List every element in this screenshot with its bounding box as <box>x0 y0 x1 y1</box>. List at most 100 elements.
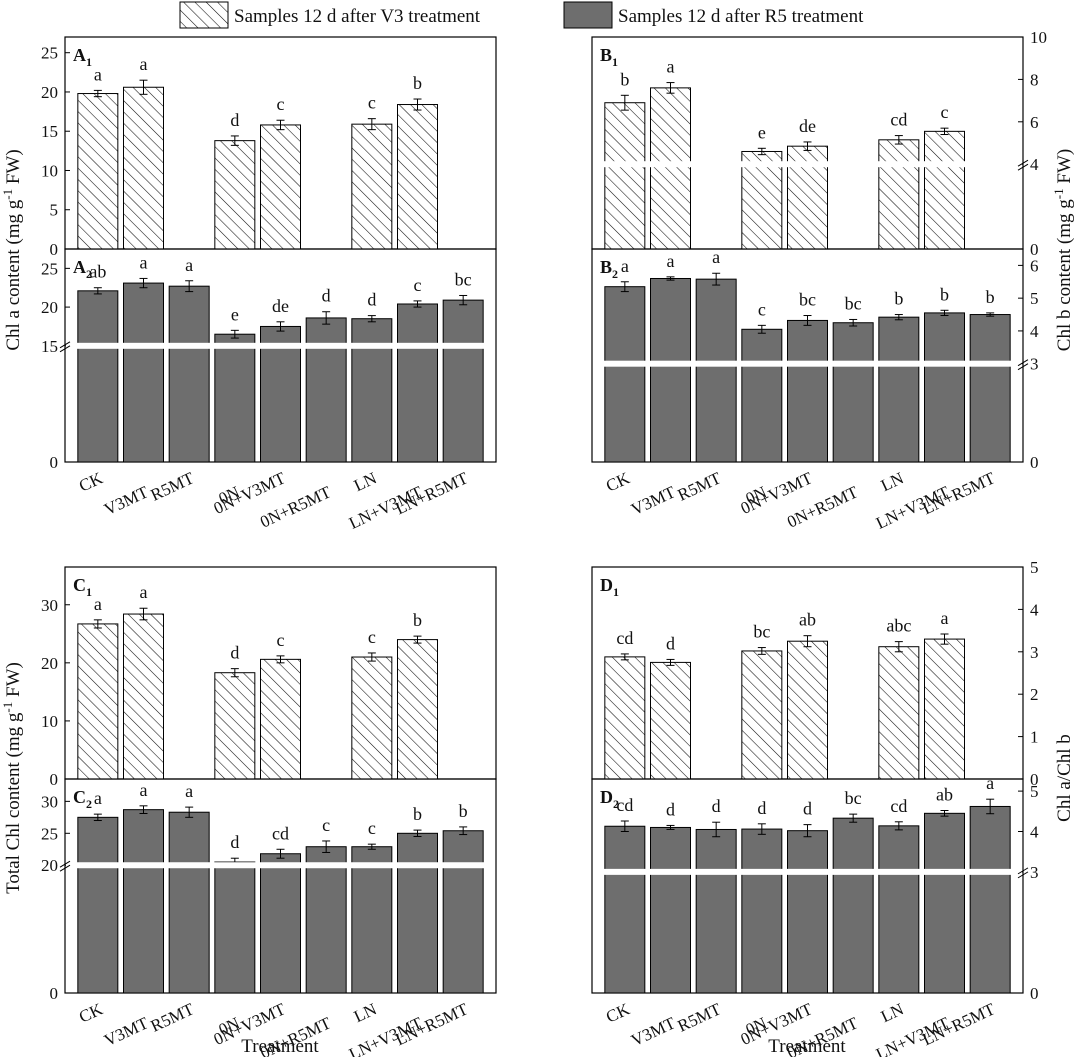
axis-break-gap <box>593 161 1022 168</box>
panel-label: D1 <box>600 575 619 599</box>
panel-label: C2 <box>73 787 92 811</box>
y-tick-label: 10 <box>1030 28 1047 47</box>
significance-label: b <box>413 804 422 824</box>
significance-label: c <box>322 815 330 835</box>
x-tick-label: R5MT <box>148 468 198 505</box>
significance-label: bc <box>753 622 770 642</box>
x-tick-label: LN <box>878 468 907 495</box>
bar-a1-ln-v3mt <box>397 104 438 250</box>
axis-break-mark <box>1017 159 1029 167</box>
bar-b1-v3mt <box>650 87 691 250</box>
bar-b2-ck <box>604 286 646 463</box>
axis-break-gap <box>66 862 495 869</box>
bar-c1-0n <box>214 672 256 780</box>
y-tick-label: 20 <box>41 83 58 102</box>
y-tick-label: 10 <box>41 161 58 180</box>
x-tick-label: V3MT <box>628 1013 679 1050</box>
bar-a1-0n <box>214 140 256 250</box>
y-tick-label: 30 <box>41 596 58 615</box>
x-tick-label: V3MT <box>101 1013 152 1050</box>
bar-c1-ln-v3mt <box>397 639 438 780</box>
bar-c2-0n <box>214 861 256 994</box>
bar-c2-ln-r5mt <box>442 830 484 994</box>
significance-label: cd <box>616 795 633 815</box>
bar-c2-0n-v3mt <box>260 853 301 994</box>
y-tick-label: 0 <box>50 984 59 1003</box>
y-tick-label: 4 <box>1030 822 1039 841</box>
bar-d1-v3mt <box>650 661 691 780</box>
bar-b1-ln-v3mt <box>924 130 965 250</box>
bar-c2-r5mt <box>168 811 210 994</box>
panel-d1: 0 1 2 3 4 5 cd d bc ab abc a D1 <box>591 558 1039 789</box>
y-tick-label: 0 <box>50 453 59 472</box>
significance-label: cd <box>890 796 907 816</box>
y-tick-label: 0 <box>1030 453 1039 472</box>
y-tick-label: 3 <box>1030 643 1039 662</box>
axis-break-mark <box>59 860 71 868</box>
x-axis-title-left: Treatment <box>241 1036 319 1057</box>
bar-a2-v3mt <box>123 282 164 463</box>
y-tick-label: 0 <box>50 770 59 789</box>
significance-label: d <box>230 832 239 852</box>
significance-label: d <box>230 643 239 663</box>
significance-label: bc <box>455 269 472 289</box>
bar-b2-0n-r5mt <box>832 322 874 463</box>
significance-label: a <box>185 255 193 275</box>
x-tick-label: LN <box>351 999 380 1026</box>
bar-d1-ln <box>878 646 920 780</box>
bar-a2-ln <box>351 318 393 463</box>
significance-label: a <box>621 256 629 276</box>
y-tick-label: 3 <box>1030 355 1039 374</box>
x-tick-label: R5MT <box>675 999 725 1036</box>
significance-label: a <box>140 252 148 272</box>
axis-title-chl-b: Chl b content (mg g-1 FW) <box>1051 149 1075 351</box>
significance-label: c <box>277 630 285 650</box>
axis-break-gap <box>593 360 1022 367</box>
bar-b2-0n <box>741 328 783 463</box>
legend-swatch-v3 <box>179 1 229 29</box>
significance-label: b <box>940 284 949 304</box>
y-tick-label: 10 <box>41 712 58 731</box>
significance-label: a <box>712 247 720 267</box>
significance-label: a <box>94 64 102 84</box>
bar-d1-ck <box>604 656 646 780</box>
significance-label: a <box>185 781 193 801</box>
axis-break-gap <box>66 342 495 349</box>
bar-a2-0n-v3mt <box>260 325 301 463</box>
y-tick-label: 25 <box>41 824 58 843</box>
y-tick-label: 1 <box>1030 728 1039 747</box>
panel-b1: 0 4 6 8 10 b a e de cd c B1 <box>591 28 1047 259</box>
bar-a1-0n-v3mt <box>260 124 301 250</box>
bar-c2-ln-v3mt <box>397 832 438 994</box>
y-tick-label: 20 <box>41 654 58 673</box>
y-tick-label: 20 <box>41 856 58 875</box>
significance-label: c <box>941 102 949 122</box>
bar-d2-0n <box>741 828 783 994</box>
axis-break-mark <box>1017 363 1029 371</box>
axis-title-total-chl: Total Chl content (mg g-1 FW) <box>0 662 24 894</box>
panel-label: B2 <box>600 257 618 281</box>
bar-a2-ck <box>77 290 119 463</box>
significance-label: b <box>986 287 995 307</box>
y-tick-label: 15 <box>41 337 58 356</box>
legend: Samples 12 d after V3 treatment Samples … <box>179 1 864 29</box>
significance-label: abc <box>886 616 911 636</box>
x-tick-label: R5MT <box>675 468 725 505</box>
bar-c2-ck <box>77 816 119 994</box>
significance-label: ab <box>936 784 953 804</box>
bar-a1-ck <box>77 93 119 250</box>
bar-d2-ln-v3mt <box>924 812 965 994</box>
significance-label: bc <box>845 788 862 808</box>
bar-c2-ln <box>351 846 393 994</box>
significance-label: c <box>758 299 766 319</box>
y-tick-label: 0 <box>1030 240 1039 259</box>
significance-label: a <box>986 773 994 793</box>
significance-label: b <box>413 610 422 630</box>
y-tick-label: 2 <box>1030 685 1039 704</box>
y-tick-label: 3 <box>1030 863 1039 882</box>
panel-c1: 0 10 20 30 a a d c c b C1 <box>41 566 497 789</box>
significance-label: a <box>667 57 675 77</box>
